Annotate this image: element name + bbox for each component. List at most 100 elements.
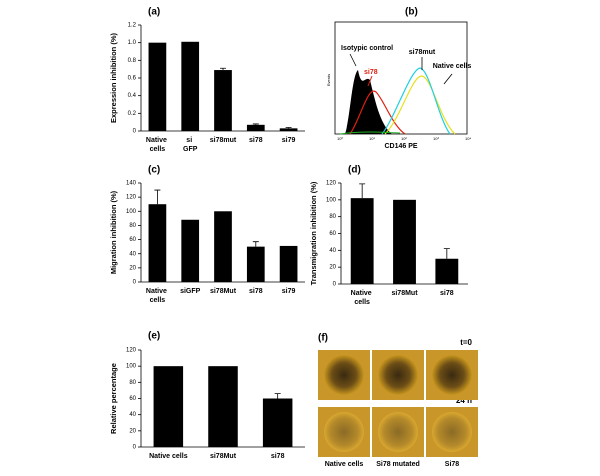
y-tick-label: 100 [126, 209, 137, 215]
x-tick-label: si GFP [183, 137, 198, 153]
y-tick-label: 80 [129, 380, 136, 386]
arrow [367, 75, 373, 87]
panel-label: (d) [348, 165, 361, 176]
bar [153, 366, 184, 447]
x-tick-label: si78 [440, 290, 454, 297]
y-tick-label: 100 [126, 364, 137, 370]
wound [324, 355, 364, 395]
x-tick-label: si78Mut [391, 290, 418, 297]
panel-label: (f) [318, 333, 328, 344]
x-tick-label: Native cells [146, 288, 169, 304]
bar [393, 199, 416, 284]
bar [246, 124, 265, 131]
x-tick-label: siGFP [180, 288, 201, 295]
column-label: Si78 [445, 461, 460, 468]
bar [279, 128, 298, 131]
native-label: Native cells [433, 63, 472, 70]
x-tick-label: si78 [271, 453, 285, 460]
y-tick-label: 0.8 [128, 58, 137, 64]
y-tick-label: 80 [329, 214, 336, 220]
y-tick-label: 0.4 [128, 93, 137, 99]
isotypic-curve [345, 70, 392, 134]
error-bar [252, 123, 259, 125]
wound [324, 412, 364, 452]
x-tick-label: si78 [249, 288, 263, 295]
si78mut-curve [381, 67, 451, 135]
bar [214, 211, 232, 282]
x-tick-label: Native cells [146, 137, 169, 153]
plot-frame [334, 21, 468, 135]
panel-label: (c) [148, 165, 160, 176]
y-tick-label: 60 [129, 237, 136, 243]
bar [148, 204, 167, 282]
bar [246, 246, 265, 282]
wound [378, 412, 418, 452]
y-tick-label: 120 [326, 181, 337, 187]
error-bar [274, 393, 281, 399]
isotypic-label: Isotypic control [341, 45, 393, 52]
y-tick-label: 20 [329, 265, 336, 271]
error-bar [443, 248, 450, 259]
bar [350, 198, 374, 284]
y-tick-label: 100 [326, 197, 337, 203]
x-label: CD146 PE [384, 143, 417, 150]
si78-label: si78 [364, 69, 378, 76]
x-tick-label: 10² [401, 136, 407, 141]
error-bar [220, 67, 226, 71]
y-tick-label: 40 [129, 251, 136, 257]
y-tick-label: 40 [129, 412, 136, 418]
bar [208, 366, 238, 447]
panel-label: (e) [148, 331, 160, 342]
y-tick-label: 0 [333, 282, 337, 288]
y-tick-label: 20 [129, 428, 136, 434]
native-curve [384, 75, 456, 135]
flow-panel: (b) Events CD146 PE Isotypic control si7… [326, 7, 471, 150]
y-tick-label: 60 [129, 396, 136, 402]
y-tick-label: 60 [329, 231, 336, 237]
si78-curve [349, 90, 406, 135]
image-panel: (f) t=0 24 h Native cells Si78 mutated Si7… [318, 333, 478, 468]
y-label: Migration inhibition (%) [109, 190, 118, 274]
bar [181, 219, 200, 282]
bar [181, 41, 200, 131]
x-tick-label: Native cells [351, 290, 374, 306]
panel-label: (a) [148, 7, 160, 18]
bar [435, 258, 459, 284]
time-label: t=0 [460, 338, 472, 347]
panel-label: (b) [405, 7, 418, 18]
x-tick-label: Native cells [149, 453, 188, 460]
y-tick-label: 0 [133, 129, 137, 135]
x-tick-label: si78 [249, 137, 263, 144]
y-tick-label: 140 [126, 181, 137, 187]
column-label: Native cells [325, 461, 364, 468]
y-label: Expression inhibition (%) [109, 33, 118, 124]
green-curve [339, 131, 401, 135]
si78mut-label: si78mut [409, 49, 436, 56]
error-bar [252, 241, 259, 247]
y-tick-label: 120 [126, 195, 137, 201]
y-tick-label: 0 [133, 445, 137, 451]
column-label: Si78 mutated [376, 461, 420, 468]
y-tick-label: 0.6 [128, 76, 137, 82]
error-bar [285, 127, 292, 129]
x-tick-label: si79 [282, 137, 296, 144]
x-tick-label: si78Mut [210, 288, 237, 295]
bar [262, 398, 293, 447]
x-tick-label: 10³ [433, 136, 439, 141]
arrow [349, 53, 357, 67]
x-tick-label: 10⁰ [337, 136, 343, 141]
y-tick-label: 40 [329, 248, 336, 254]
wound [432, 355, 472, 395]
x-tick-label: si78Mut [210, 453, 237, 460]
wound [432, 412, 472, 452]
y-label: Transmigration inhibition (%) [309, 181, 318, 285]
y-tick-label: 1.2 [128, 23, 137, 29]
wound [378, 355, 418, 395]
bar [148, 42, 167, 131]
y-tick-label: 1.0 [128, 40, 137, 46]
y-label: Relative percentage [109, 363, 118, 434]
bar [279, 245, 298, 282]
y-tick-label: 0 [133, 280, 137, 286]
bar [214, 70, 232, 131]
